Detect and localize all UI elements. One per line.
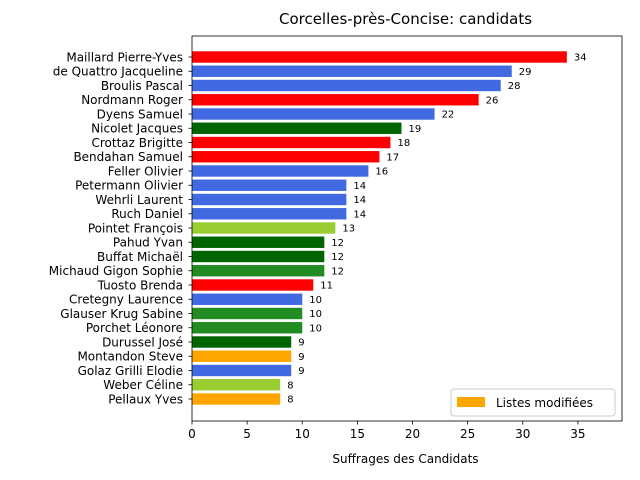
x-axis-label: Suffrages des Candidats <box>332 452 478 466</box>
bars-layer: 34 29 28 26 22 19 18 17 16 14 14 14 13 12 12 12 11 10 10 10… <box>192 51 587 406</box>
bar <box>192 108 435 120</box>
y-tick-label: Feller Olivier <box>108 164 183 178</box>
bar <box>192 322 303 334</box>
bar <box>192 151 380 163</box>
y-tick-label: Montandon Steve <box>77 350 183 364</box>
bar <box>192 379 281 391</box>
data-label: 10 <box>309 323 322 334</box>
y-tick-label: Wehrli Laurent <box>95 193 183 207</box>
y-tick-label: Cretegny Laurence <box>69 293 183 307</box>
y-tick-label: Durussel José <box>102 335 183 349</box>
y-tick-label: Nordmann Roger <box>81 93 183 107</box>
bar <box>192 136 391 149</box>
bar <box>192 350 292 362</box>
data-label: 18 <box>397 138 410 149</box>
legend-box <box>450 388 616 417</box>
bar <box>192 94 479 106</box>
data-label: 9 <box>298 352 304 363</box>
data-label: 9 <box>298 366 304 377</box>
bar <box>192 293 303 305</box>
bar <box>192 236 325 248</box>
bar <box>192 307 303 320</box>
x-tick-label: 10 <box>295 427 310 441</box>
data-label: 13 <box>342 224 355 235</box>
bar <box>192 364 292 377</box>
bar <box>192 179 347 191</box>
y-tick-label: de Quattro Jacqueline <box>53 65 183 79</box>
data-label: 14 <box>353 181 366 192</box>
y-tick-label: Golaz Grilli Elodie <box>78 364 183 378</box>
data-label: 26 <box>486 95 499 106</box>
y-tick-label: Ruch Daniel <box>111 207 183 221</box>
y-tick-label: Maillard Pierre-Yves <box>66 50 183 64</box>
plot-frame <box>191 35 623 422</box>
data-label: 11 <box>320 281 333 292</box>
y-tick-label: Pahud Yvan <box>113 236 183 250</box>
y-tick-label: Petermann Olivier <box>75 179 183 193</box>
bar <box>192 336 292 348</box>
data-label: 8 <box>287 380 293 391</box>
chart-title: Corcelles-près-Concise: candidats <box>279 10 532 28</box>
x-tick-label: 35 <box>570 427 585 441</box>
data-label: 22 <box>442 110 455 121</box>
data-label: 29 <box>519 67 532 78</box>
legend: Listes modifiées <box>450 388 616 417</box>
legend-swatch <box>457 397 485 407</box>
y-tick-label: Buffat Michaël <box>97 250 183 264</box>
bar <box>192 265 325 277</box>
x-tick-label: 5 <box>243 427 251 441</box>
bar <box>192 122 402 134</box>
data-label: 9 <box>298 338 304 349</box>
bar <box>192 165 369 177</box>
data-label: 12 <box>331 238 344 249</box>
data-label: 8 <box>287 395 293 406</box>
bar <box>192 222 336 234</box>
y-tick-label: Michaud Gigon Sophie <box>49 264 183 278</box>
x-tick-label: 20 <box>405 427 420 441</box>
bar <box>192 51 567 63</box>
data-label: 10 <box>309 309 322 320</box>
y-tick-label: Pellaux Yves <box>108 392 183 406</box>
y-tick-label: Porchet Léonore <box>86 321 183 335</box>
x-tick-label: 30 <box>515 427 530 441</box>
bar <box>192 65 512 77</box>
bar <box>192 250 325 263</box>
data-label: 14 <box>353 195 366 206</box>
data-label: 12 <box>331 252 344 263</box>
y-tick-label: Nicolet Jacques <box>91 122 183 136</box>
data-label: 16 <box>375 167 388 178</box>
bar <box>192 208 347 220</box>
y-tick-label: Bendahan Samuel <box>73 150 183 164</box>
data-label: 28 <box>508 81 521 92</box>
data-label: 34 <box>574 53 587 64</box>
y-tick-label: Pointet François <box>88 221 183 235</box>
bar <box>192 279 314 291</box>
y-tick-label: Dyens Samuel <box>97 107 183 121</box>
data-label: 14 <box>353 209 366 220</box>
y-tick-label: Glauser Krug Sabine <box>60 307 183 321</box>
x-tick-label: 0 <box>188 427 196 441</box>
y-tick-label: Broulis Pascal <box>101 79 183 93</box>
bar <box>192 393 281 405</box>
y-tick-label: Tuosto Brenda <box>97 278 183 292</box>
data-label: 17 <box>386 152 399 163</box>
x-tick-label: 25 <box>460 427 475 441</box>
data-label: 10 <box>309 295 322 306</box>
y-tick-label: Weber Céline <box>103 378 183 392</box>
y-tick-label: Crottaz Brigitte <box>91 136 183 150</box>
bar <box>192 193 347 206</box>
legend-label: Listes modifiées <box>496 396 593 410</box>
x-tick-label: 15 <box>350 427 365 441</box>
data-label: 19 <box>408 124 421 135</box>
bar <box>192 79 501 92</box>
data-label: 12 <box>331 266 344 277</box>
